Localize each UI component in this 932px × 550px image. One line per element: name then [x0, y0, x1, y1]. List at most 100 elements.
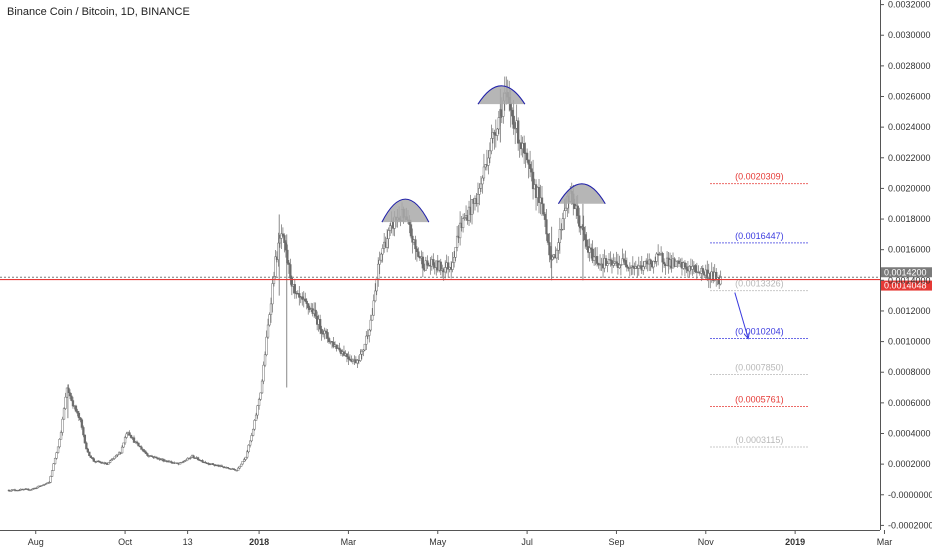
candle-body — [56, 446, 60, 453]
candle-body — [211, 463, 215, 465]
candle-body — [184, 459, 188, 462]
current-price-label: 0.0014048 — [884, 281, 927, 291]
candle-body — [64, 396, 67, 409]
candle-body — [584, 234, 587, 241]
candle-body — [128, 432, 131, 436]
y-tick-label: 0.0032000 — [888, 0, 931, 10]
candle-body — [458, 222, 462, 239]
candle-body — [643, 261, 646, 267]
x-axis: AugOct132018MarMayJulSepNov2019MarMayJul — [0, 530, 892, 547]
candle-body — [159, 458, 162, 460]
candle-body — [27, 488, 30, 491]
candle-body — [112, 458, 115, 460]
candle-body — [330, 341, 334, 343]
y-tick-label: 0.0030000 — [888, 30, 931, 40]
previous-close-label: 0.0014200 — [884, 267, 927, 277]
candle-body — [335, 344, 338, 349]
candle-body — [196, 457, 200, 461]
fib-label: (0.0007850) — [735, 363, 784, 373]
candle-body — [235, 470, 238, 472]
candle-body — [607, 259, 611, 264]
candle-body — [50, 470, 54, 477]
candle-body — [447, 262, 450, 270]
candle-body — [387, 230, 390, 239]
x-tick-label: 2018 — [249, 537, 269, 547]
candle-body — [514, 128, 517, 130]
candle-body — [162, 459, 165, 462]
candle-body — [247, 444, 250, 453]
x-tick-label: 2019 — [785, 537, 805, 547]
candle-body — [610, 260, 614, 266]
candle-body — [637, 265, 640, 269]
candle-body — [129, 434, 133, 438]
candle-body — [488, 150, 492, 159]
candle-body — [92, 458, 95, 462]
candle-body — [62, 408, 66, 420]
candle-body — [631, 265, 634, 268]
candle-body — [377, 263, 380, 280]
candle-body — [491, 132, 495, 139]
y-tick-label: 0.0004000 — [888, 428, 931, 438]
candle-body — [362, 349, 365, 352]
candle-body — [18, 489, 21, 492]
y-tick-label: 0.0016000 — [888, 245, 931, 255]
candle-body — [378, 259, 381, 265]
candle-body — [263, 354, 267, 366]
candle-body — [116, 453, 119, 456]
candle-body — [479, 183, 483, 189]
candle-body — [301, 296, 304, 300]
candle-body — [43, 483, 46, 486]
candle-body — [482, 166, 486, 179]
candle-body — [122, 442, 125, 448]
candle-body — [417, 251, 420, 257]
candle-body — [42, 484, 45, 486]
candle-body — [415, 248, 419, 253]
candle-body — [628, 267, 631, 269]
candle-body — [606, 263, 609, 266]
candle-body — [305, 300, 308, 304]
candle-body — [257, 399, 261, 406]
candle-body — [150, 455, 154, 457]
candle-body — [658, 254, 661, 256]
candle-body — [591, 248, 594, 261]
candle-body — [490, 138, 493, 152]
candle-body — [274, 256, 277, 277]
fib-label: (0.0013326) — [735, 279, 784, 289]
candle-body — [98, 461, 101, 463]
candle-body — [332, 341, 335, 347]
candle-body — [238, 465, 241, 469]
candle-body — [82, 427, 85, 436]
candle-body — [289, 264, 292, 279]
candle-body — [271, 283, 274, 305]
candles — [7, 76, 722, 492]
candle-body — [622, 258, 626, 261]
candle-body — [137, 442, 140, 447]
candle-body — [59, 432, 63, 440]
candle-body — [241, 460, 244, 465]
candle-body — [555, 249, 559, 259]
candle-body — [674, 260, 678, 267]
candle-body — [204, 462, 207, 464]
dome-left-shoulder-arc — [381, 198, 430, 223]
candle-body — [338, 347, 341, 351]
candle-body — [186, 457, 189, 461]
candle-body — [243, 459, 246, 462]
candle-body — [314, 309, 317, 317]
candle-body — [107, 462, 110, 465]
candle-body — [625, 264, 629, 268]
candle-body — [52, 463, 55, 471]
candle-body — [380, 253, 383, 261]
fib-label: (0.0003115) — [735, 435, 783, 445]
candle-body — [85, 442, 88, 450]
candle-body — [604, 258, 608, 266]
candle-body — [253, 420, 256, 430]
candle-body — [619, 264, 623, 266]
candle-body — [371, 314, 374, 321]
candle-body — [30, 489, 33, 491]
candle-body — [89, 455, 92, 458]
y-tick-label: 0.0014000 — [888, 275, 931, 285]
candle-body — [125, 433, 128, 438]
candle-body — [527, 159, 530, 165]
x-tick-label: 13 — [183, 537, 193, 547]
candle-body — [326, 332, 329, 339]
